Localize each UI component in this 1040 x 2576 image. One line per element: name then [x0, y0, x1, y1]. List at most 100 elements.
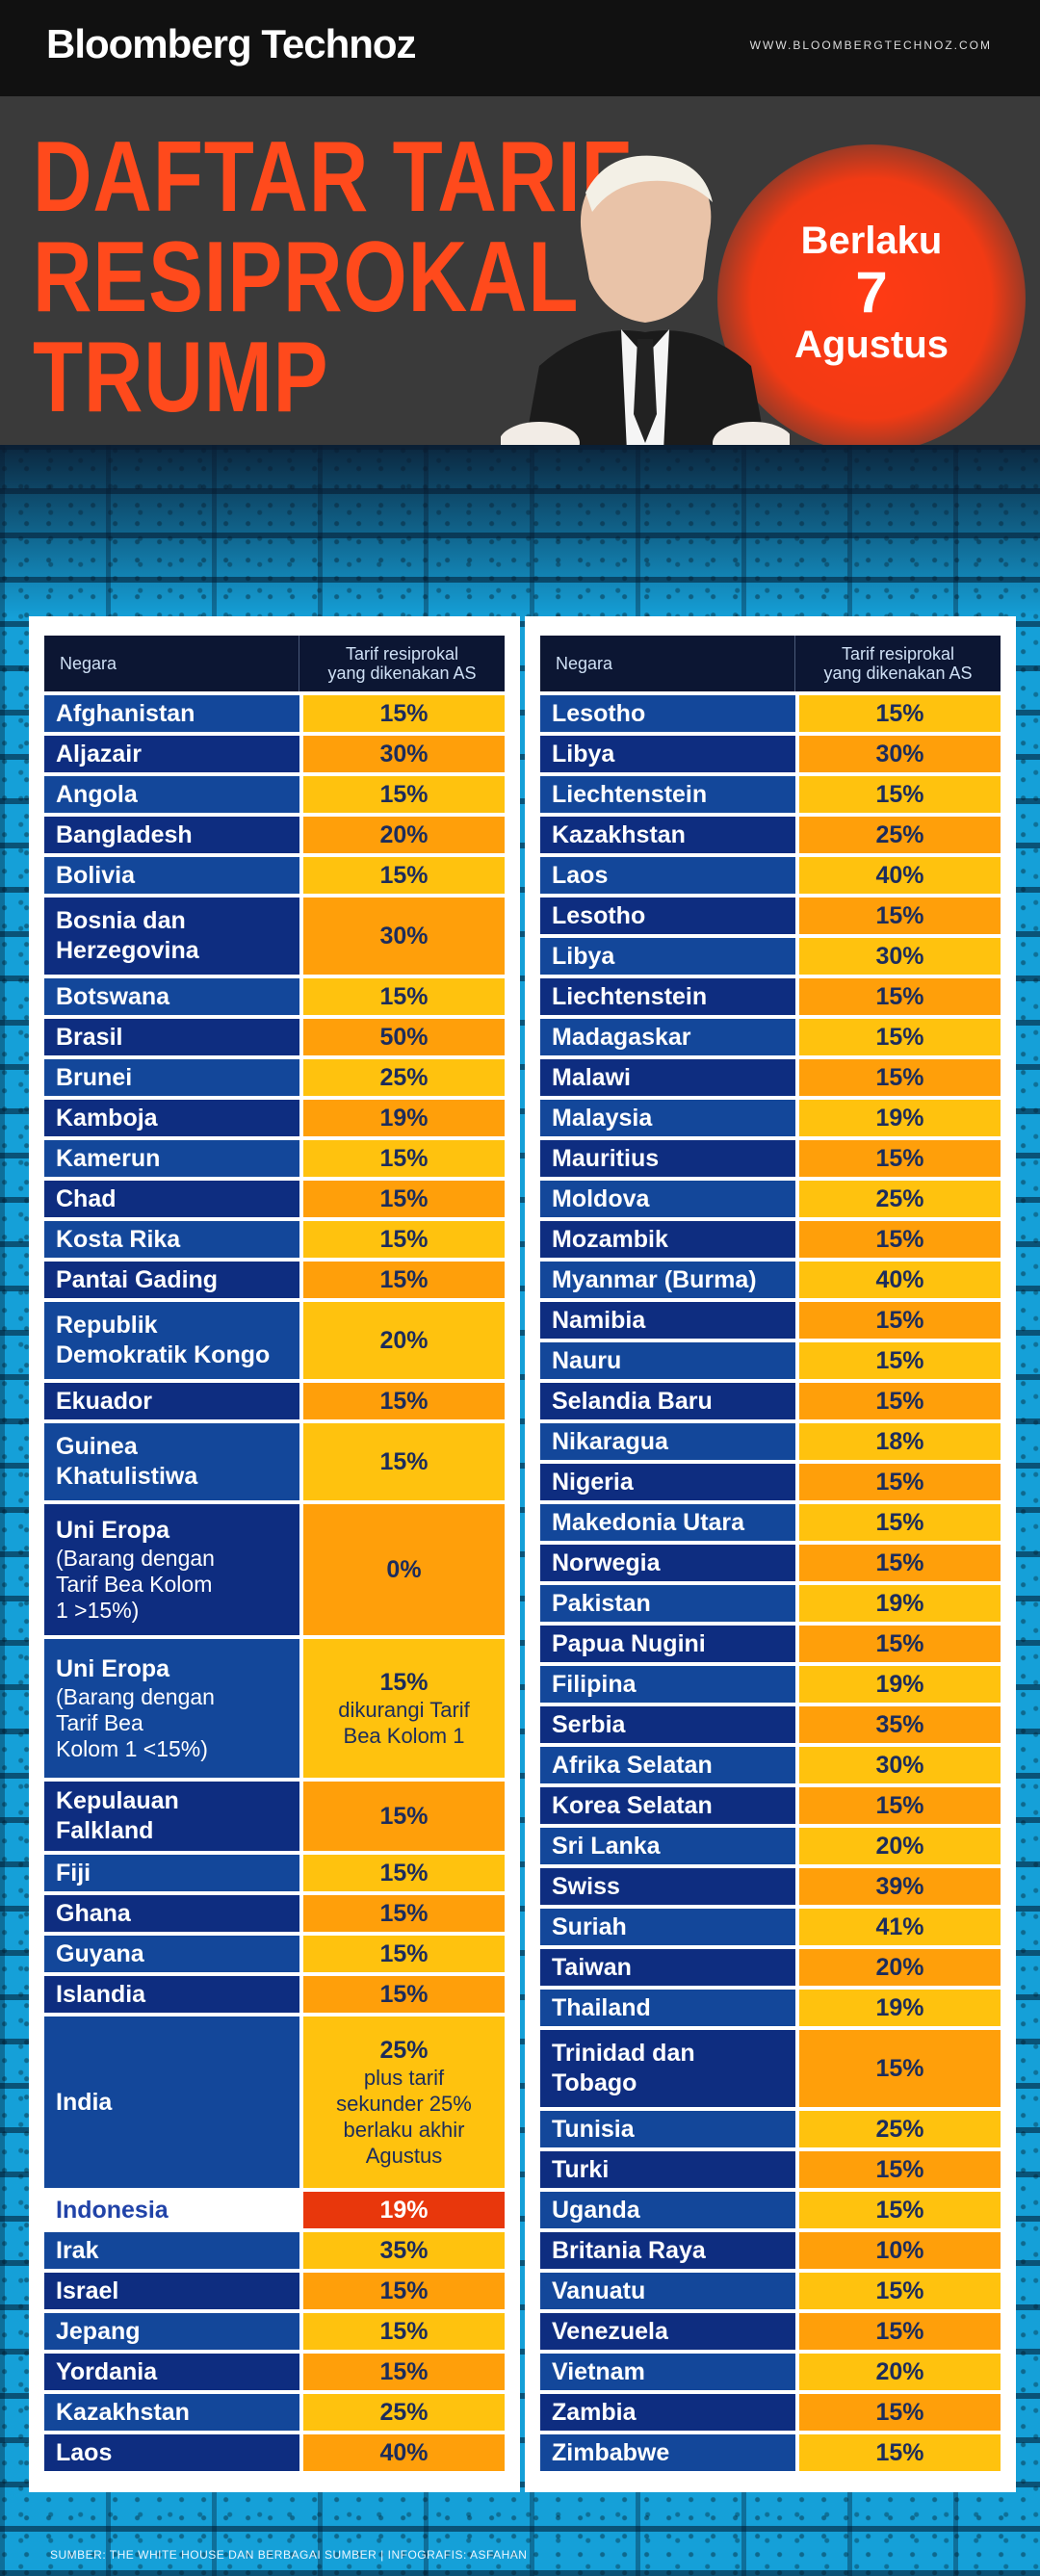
tariff-value: 15%: [875, 2318, 924, 2345]
brand-logo: Bloomberg Technoz: [46, 21, 417, 66]
tariff-value: 15%: [379, 1803, 429, 1830]
country-name: Chad: [56, 1184, 117, 1212]
tariff-cell: 25%: [799, 2111, 1001, 2147]
country-name: Pakistan: [552, 1589, 651, 1617]
country-cell: Laos: [540, 857, 795, 894]
tariff-cell: 25% plus tarif sekunder 25% berlaku akhir Ag…: [303, 2017, 505, 2188]
country-cell: Serbia: [540, 1706, 795, 1743]
tariff-value: 19%: [875, 1994, 924, 2021]
tariff-cell: 18%: [799, 1423, 1001, 1460]
country-name: Sri Lanka: [552, 1832, 661, 1860]
country-name: Khatulistiwa: [56, 1463, 198, 1490]
table-row: Selandia Baru 15%: [540, 1383, 1001, 1419]
tariff-cell: 15%: [799, 695, 1001, 732]
tariff-value: 15%: [379, 1448, 429, 1475]
country-name: Libya: [552, 942, 615, 970]
country-name: Malawi: [552, 1063, 631, 1091]
table-row: Indonesia 19%: [44, 2192, 505, 2228]
country-name: Afrika Selatan: [552, 1751, 713, 1779]
table-row: Brasil 50%: [44, 1019, 505, 1055]
tariff-cell: 15%: [303, 1782, 505, 1851]
tariff-value: 15%: [875, 983, 924, 1010]
country-name: Israel: [56, 2277, 119, 2304]
table-row: Ekuador 15%: [44, 1383, 505, 1419]
tariff-value: 15%: [875, 902, 924, 929]
tariff-note: Agustus: [365, 2144, 443, 2168]
country-name: Libya: [552, 740, 615, 768]
table-row: Lesotho 15%: [540, 898, 1001, 934]
tariff-cell: 15%: [799, 1342, 1001, 1379]
tariff-cell: 30%: [799, 1747, 1001, 1783]
country-cell: Lesotho: [540, 898, 795, 934]
tariff-cell: 20%: [799, 2354, 1001, 2390]
country-cell: Indonesia: [44, 2192, 299, 2228]
country-name: Tobago: [552, 2069, 637, 2096]
country-name: Kazakhstan: [552, 820, 686, 848]
header-tariff-line-1: Tarif resiprokal: [841, 644, 955, 664]
tariff-value: 25%: [379, 1064, 429, 1091]
table-row: Bolivia 15%: [44, 857, 505, 894]
country-name: Nauru: [552, 1346, 622, 1374]
tariff-value: 15%: [379, 1185, 429, 1212]
tariff-value: 15%: [875, 1226, 924, 1253]
country-name: Yordania: [56, 2357, 158, 2385]
country-cell: Chad: [44, 1181, 299, 1217]
tariff-value: 15%: [875, 1792, 924, 1819]
table-row: Mauritius 15%: [540, 1140, 1001, 1177]
tariff-cell: 15%: [799, 898, 1001, 934]
country-cell: Madagaskar: [540, 1019, 795, 1055]
country-cell: Bangladesh: [44, 817, 299, 853]
tariff-value: 15%: [875, 2399, 924, 2426]
country-name: Botswana: [56, 982, 170, 1010]
tariff-value: 15%: [875, 1347, 924, 1374]
tariff-cell: 15%: [303, 1936, 505, 1972]
tariff-cell: 15%: [303, 1262, 505, 1298]
table-row: Zambia 15%: [540, 2394, 1001, 2431]
tariff-note: sekunder 25%: [336, 2092, 472, 2116]
tariff-cell: 20%: [799, 1828, 1001, 1864]
country-cell: Brasil: [44, 1019, 299, 1055]
title-line-1: DAFTAR TARIF: [33, 121, 633, 233]
country-name: Zambia: [552, 2398, 637, 2426]
tariff-cell: 15%: [799, 1221, 1001, 1258]
tariff-cell: 19%: [303, 1100, 505, 1136]
country-cell: Ekuador: [44, 1383, 299, 1419]
country-name: Fiji: [56, 1859, 91, 1886]
country-cell: Uni Eropa (Barang dengan Tarif Bea Kolom 1 …: [44, 1639, 299, 1778]
page-title: DAFTAR TARIF RESIPROKAL TRUMP: [33, 127, 632, 428]
table-row: Trinidad dan Tobago 15%: [540, 2030, 1001, 2107]
tariff-value: 25%: [379, 2037, 429, 2064]
table-row: Vanuatu 15%: [540, 2273, 1001, 2309]
country-cell: Kosta Rika: [44, 1221, 299, 1258]
table-row: Namibia 15%: [540, 1302, 1001, 1339]
site-url: WWW.BLOOMBERGTECHNOZ.COM: [749, 39, 992, 52]
tariff-value: 20%: [875, 1833, 924, 1860]
tariff-cell: 15%: [303, 857, 505, 894]
tariff-cell: 15%: [799, 2273, 1001, 2309]
tariff-value: 15%: [379, 1266, 429, 1293]
country-name: Pantai Gading: [56, 1265, 219, 1293]
table-row: Serbia 35%: [540, 1706, 1001, 1743]
country-note: 1 >15%): [56, 1598, 140, 1623]
country-name: Moldova: [552, 1184, 650, 1212]
country-name: Serbia: [552, 1710, 626, 1738]
country-cell: Botswana: [44, 978, 299, 1015]
tariff-value: 15%: [875, 2277, 924, 2304]
country-cell: Israel: [44, 2273, 299, 2309]
table-row: Nauru 15%: [540, 1342, 1001, 1379]
tariff-value: 25%: [379, 2399, 429, 2426]
country-cell: Uni Eropa (Barang dengan Tarif Bea Kolom 1 …: [44, 1504, 299, 1635]
country-name: Papua Nugini: [552, 1629, 706, 1657]
country-cell: Tunisia: [540, 2111, 795, 2147]
tariff-cell: 15%: [799, 1626, 1001, 1662]
country-cell: Turki: [540, 2151, 795, 2188]
table-header: Negara Tarif resiprokal yang dikenakan AS: [540, 636, 1001, 691]
table-row: Kamerun 15%: [44, 1140, 505, 1177]
tariff-value: 15%: [875, 2439, 924, 2466]
country-name: Uni Eropa: [56, 1517, 170, 1544]
table-row: Kazakhstan 25%: [540, 817, 1001, 853]
tariff-cell: 15%: [799, 1140, 1001, 1177]
country-name: Korea Selatan: [552, 1791, 713, 1819]
country-cell: Britania Raya: [540, 2232, 795, 2269]
header-country: Negara: [540, 636, 795, 691]
